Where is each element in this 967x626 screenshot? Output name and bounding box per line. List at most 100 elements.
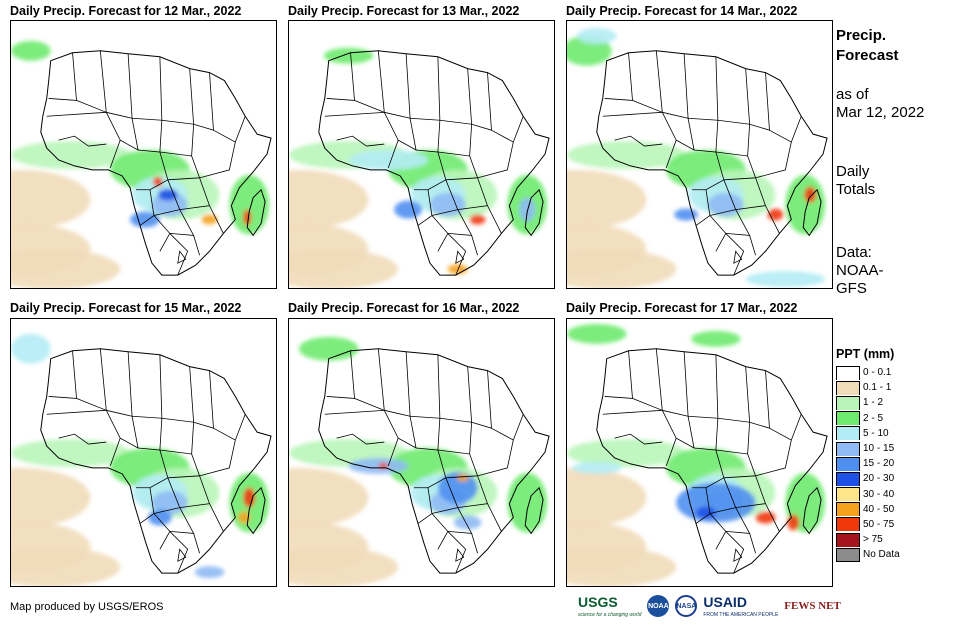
- agency-logos: USGS science for a changing world NOAA N…: [578, 594, 841, 618]
- country-border: [709, 179, 737, 216]
- precip-area: [238, 511, 251, 524]
- legend-swatch: [836, 517, 860, 532]
- legend-label: 1 - 2: [863, 397, 884, 409]
- country-border: [447, 233, 467, 276]
- legend-row: 1 - 2: [836, 395, 900, 410]
- africa-coastline: [596, 348, 828, 574]
- country-border: [661, 112, 677, 169]
- precip-field: [289, 47, 548, 288]
- usgs-logo-text: USGS: [578, 594, 618, 610]
- forecast-map-5: [288, 318, 555, 587]
- country-border: [177, 250, 187, 264]
- precip-area: [567, 249, 677, 288]
- country-border: [414, 151, 447, 191]
- country-border: [455, 250, 465, 264]
- noaa-logo: NOAA: [647, 595, 670, 617]
- legend-row: 5 - 10: [836, 426, 900, 441]
- panel-title-4: Daily Precip. Forecast for 15 Mar., 2022: [10, 301, 242, 315]
- country-border: [471, 235, 478, 256]
- legend-swatch: [836, 380, 860, 395]
- panel-title-3: Daily Precip. Forecast for 14 Mar., 2022: [566, 4, 798, 18]
- country-border: [733, 548, 743, 562]
- totals-line2: Totals: [836, 181, 876, 198]
- country-border: [88, 143, 107, 147]
- sidebar-totals: Daily Totals: [836, 163, 875, 199]
- legend-swatch: [836, 426, 860, 441]
- nasa-logo: NASA: [675, 595, 698, 617]
- precip-area: [447, 264, 468, 275]
- legend-label: 10 - 15: [863, 443, 895, 455]
- africa-coastline: [318, 348, 550, 574]
- panel-title-5: Daily Precip. Forecast for 16 Mar., 2022: [288, 301, 520, 315]
- legend-row: 50 - 75: [836, 517, 900, 532]
- precip-area: [11, 40, 51, 61]
- precip-area: [785, 174, 826, 235]
- precip-area: [298, 336, 359, 361]
- precip-area: [289, 249, 399, 288]
- precip-area: [567, 439, 687, 467]
- legend-label: 40 - 50: [863, 503, 895, 515]
- country-border: [695, 189, 711, 226]
- forecast-map-2: [288, 20, 555, 289]
- country-border: [491, 414, 524, 441]
- precip-area: [567, 169, 647, 230]
- madagascar-coastline: [246, 486, 266, 535]
- madagascar-coastline: [802, 486, 822, 535]
- usaid-logo: USAID FROM THE AMERICAN PEOPLE: [703, 594, 778, 618]
- precip-field: [11, 333, 270, 586]
- country-border: [692, 449, 725, 489]
- legend-row: 0 - 0.1: [836, 365, 900, 380]
- country-border: [199, 142, 236, 179]
- legend-swatch: [836, 502, 860, 517]
- country-border: [749, 533, 756, 554]
- precip-area: [151, 490, 188, 515]
- country-border: [169, 531, 189, 574]
- precip-area: [696, 506, 716, 519]
- totals-line1: Daily: [836, 163, 870, 180]
- legend-label: 30 - 40: [863, 488, 895, 500]
- country-border: [749, 235, 756, 256]
- legend-swatch: [836, 487, 860, 502]
- legend-row: 2 - 5: [836, 411, 900, 426]
- precip-area: [11, 249, 121, 288]
- country-border: [457, 475, 489, 508]
- precip-legend: PPT (mm) 0 - 0.1 0.1 - 1 1 - 2 2 - 5 5 - 10 1…: [836, 347, 900, 562]
- country-border: [725, 233, 745, 276]
- precip-area: [11, 467, 91, 528]
- country-border: [193, 533, 200, 554]
- country-border: [431, 215, 449, 252]
- precip-area: [289, 169, 369, 230]
- madagascar-coastline: [524, 486, 544, 535]
- precip-area: [130, 211, 160, 228]
- legend-swatch: [836, 456, 860, 471]
- country-border: [199, 440, 236, 477]
- precip-area: [755, 511, 776, 524]
- forecast-map-1: [10, 20, 277, 289]
- legend-swatch: [836, 532, 860, 547]
- precip-area: [429, 192, 466, 217]
- country-border: [755, 142, 792, 179]
- sidebar-title: Precip. Forecast: [836, 26, 899, 66]
- precip-area: [469, 214, 486, 225]
- precip-area: [194, 566, 225, 579]
- sidebar-title-line2: Forecast: [836, 47, 899, 64]
- country-border: [383, 112, 399, 169]
- country-border: [193, 235, 200, 256]
- country-border: [58, 135, 89, 147]
- panel-title-2: Daily Precip. Forecast for 13 Mar., 2022: [288, 4, 520, 18]
- country-border: [602, 409, 663, 415]
- country-border: [471, 533, 478, 554]
- map-svg: [289, 319, 554, 586]
- country-border: [695, 487, 711, 524]
- legend-label: 0 - 0.1: [863, 367, 892, 379]
- data-line1: Data:: [836, 244, 872, 261]
- country-border: [169, 507, 195, 534]
- precip-area: [394, 200, 422, 219]
- precip-area: [243, 487, 256, 508]
- country-border: [487, 503, 502, 532]
- precip-area: [507, 472, 548, 533]
- country-border: [76, 348, 107, 411]
- country-border: [336, 433, 367, 445]
- legend-swatch: [836, 395, 860, 410]
- precip-area: [567, 547, 677, 586]
